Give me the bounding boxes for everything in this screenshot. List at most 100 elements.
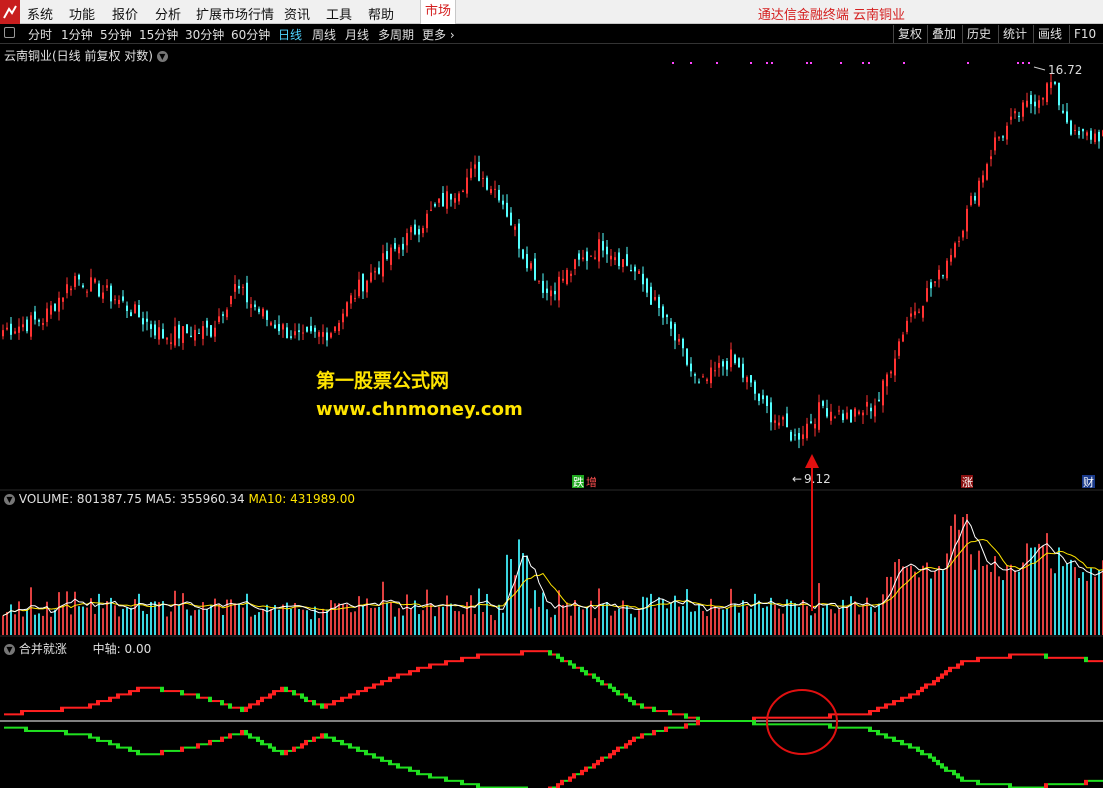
- indicator-step: [824, 723, 828, 726]
- statistics-button[interactable]: 统计: [998, 25, 1031, 43]
- period-30min[interactable]: 30分钟: [185, 28, 225, 42]
- volume-bar: [626, 605, 628, 635]
- period-5min[interactable]: 5分钟: [100, 28, 132, 42]
- candle-down: [690, 363, 692, 372]
- candle-up: [22, 324, 24, 328]
- candle-down: [190, 335, 192, 338]
- candle-down: [298, 330, 300, 333]
- tag-drop[interactable]: 跌: [573, 475, 584, 489]
- indicator-step: [232, 706, 236, 709]
- volume-bar: [726, 608, 728, 635]
- drawing-button[interactable]: 画线: [1033, 25, 1066, 43]
- candle-down: [26, 319, 28, 332]
- period-1min[interactable]: 1分钟: [61, 28, 93, 42]
- period-60min[interactable]: 60分钟: [231, 28, 271, 42]
- period-intraday[interactable]: 分时: [28, 28, 53, 42]
- indicator-step: [620, 746, 624, 749]
- indicator-name: 合并就涨: [18, 642, 67, 656]
- candle-up: [370, 272, 372, 282]
- candle-up: [470, 168, 472, 178]
- volume-bar: [86, 607, 88, 635]
- volume-bar: [750, 608, 752, 635]
- period-daily[interactable]: 日线: [278, 28, 303, 42]
- candle-up: [6, 327, 8, 330]
- indicator-step: [648, 706, 652, 709]
- menu-system[interactable]: 系统: [27, 8, 54, 23]
- indicator-step: [780, 723, 784, 726]
- axis-value: 中轴: 0.00: [92, 642, 152, 656]
- panel-toggle-icon[interactable]: [4, 27, 15, 41]
- candle-down: [798, 433, 800, 440]
- tag-drop-bg: [572, 475, 584, 488]
- overlay-button[interactable]: 叠加: [927, 25, 960, 43]
- indicator-step: [608, 683, 612, 689]
- indicator-step: [836, 726, 840, 729]
- indicator-step: [1032, 786, 1036, 788]
- volume-bar: [1054, 573, 1056, 635]
- chevron-down-icon[interactable]: ▼: [4, 644, 15, 655]
- period-more[interactable]: 更多 ›: [422, 26, 455, 43]
- volume-bar: [418, 614, 420, 635]
- menu-news[interactable]: 资讯: [284, 8, 311, 23]
- indicator-step: [928, 753, 932, 759]
- event-dot: [690, 62, 692, 64]
- candle-up: [778, 422, 780, 426]
- candle-down: [314, 327, 316, 332]
- volume-bar: [434, 616, 436, 635]
- indicator-step: [412, 769, 416, 772]
- indicator-step: [1028, 786, 1032, 788]
- volume-bar: [354, 611, 356, 635]
- f10-button[interactable]: F10: [1069, 25, 1100, 43]
- volume-bar: [1002, 580, 1004, 635]
- period-15min[interactable]: 15分钟: [139, 28, 179, 42]
- rights-adjust-button[interactable]: 复权: [893, 25, 926, 43]
- indicator-step: [908, 743, 912, 749]
- menu-help[interactable]: 帮助: [368, 8, 395, 23]
- candle-down: [386, 251, 388, 260]
- tag-rise-bg: [961, 475, 973, 488]
- volume-bar: [258, 612, 260, 635]
- volume-bar: [618, 608, 620, 635]
- history-button[interactable]: 历史: [962, 25, 995, 43]
- indicator-step: [236, 706, 240, 709]
- volume-bar: [62, 605, 64, 635]
- indicator-step: [896, 700, 900, 703]
- candle-down: [586, 251, 588, 261]
- menu-extended-market[interactable]: 扩展市场行情: [196, 8, 275, 23]
- candle-up: [218, 316, 220, 323]
- market-tab[interactable]: 市场: [420, 0, 456, 24]
- volume-bar: [702, 610, 704, 635]
- period-multi[interactable]: 多周期: [378, 28, 415, 42]
- period-monthly[interactable]: 月线: [345, 28, 370, 42]
- app-logo-icon[interactable]: [0, 0, 20, 24]
- indicator-step: [900, 696, 904, 703]
- indicator-step: [76, 733, 80, 736]
- indicator-step: [68, 733, 72, 736]
- indicator-step: [1036, 786, 1040, 788]
- menu-tools[interactable]: 工具: [326, 8, 353, 23]
- event-dot: [716, 62, 718, 64]
- indicator-step: [424, 773, 428, 776]
- volume-bar: [762, 607, 764, 635]
- candle-down: [326, 332, 328, 341]
- chevron-down-icon[interactable]: ▼: [156, 51, 168, 62]
- indicator-step: [288, 690, 292, 693]
- candle-down: [10, 323, 12, 335]
- indicator-step: [676, 726, 680, 729]
- indicator-step: [588, 673, 592, 676]
- tag-increase[interactable]: 增: [586, 475, 597, 489]
- volume-bar: [290, 608, 292, 635]
- menu-function[interactable]: 功能: [69, 8, 96, 23]
- chart-canvas[interactable]: 16.72 ← 9.12 跌 增 涨 财: [0, 44, 1103, 788]
- indicator-step: [944, 766, 948, 772]
- indicator-step: [628, 696, 632, 703]
- indicator-step: [148, 686, 152, 689]
- menu-quote[interactable]: 报价: [112, 8, 139, 23]
- tag-rise[interactable]: 涨: [962, 476, 973, 489]
- candle-down: [738, 358, 740, 368]
- chevron-down-icon[interactable]: ▼: [4, 494, 15, 505]
- tag-finance[interactable]: 财: [1083, 475, 1094, 489]
- period-weekly[interactable]: 周线: [312, 28, 337, 42]
- indicator-step: [900, 739, 904, 746]
- menu-analysis[interactable]: 分析: [155, 8, 182, 23]
